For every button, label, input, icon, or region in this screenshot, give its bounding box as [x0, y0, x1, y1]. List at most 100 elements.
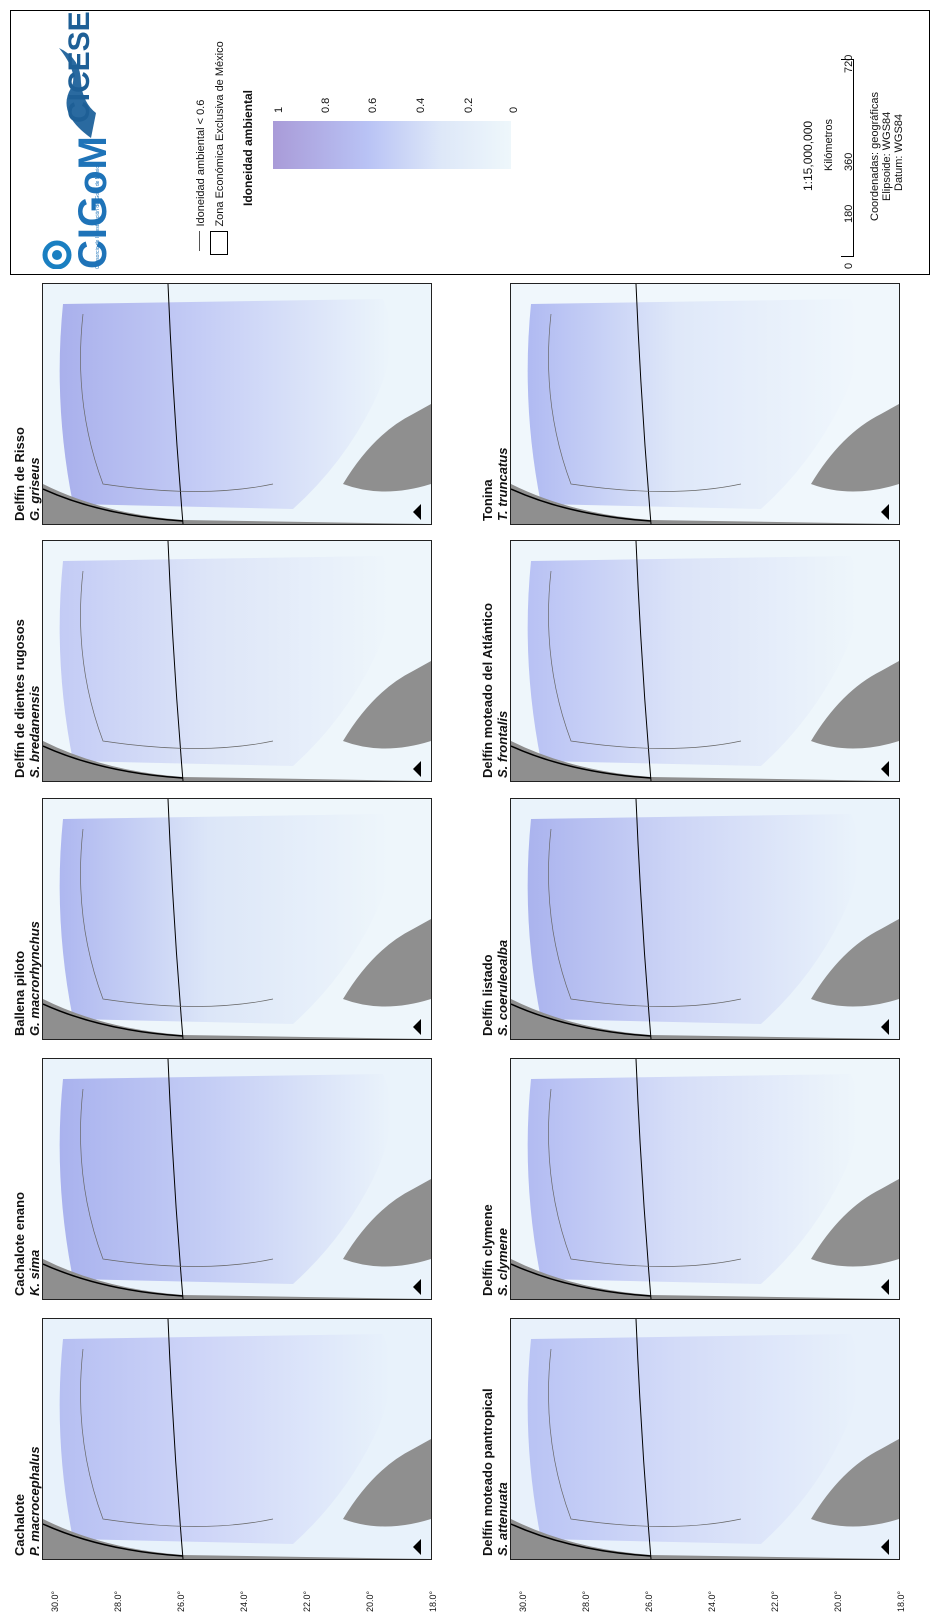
cicese-logo: [51, 43, 106, 143]
contour-line: [80, 570, 274, 749]
north-arrow: [413, 1539, 421, 1555]
land-mass: [511, 1439, 899, 1559]
scale-tick: 180: [843, 204, 855, 223]
suitability-surface: [59, 814, 392, 1024]
latitude-tick: 24.0°: [707, 1590, 717, 1612]
cigom-symbol: [42, 240, 72, 270]
latitude-tick: 18.0°: [896, 1590, 906, 1612]
suitability-surface: [527, 299, 859, 509]
common-name: Tonina: [480, 479, 495, 521]
latitude-tick: 24.0°: [239, 1590, 249, 1612]
eez-boundary: [635, 541, 652, 781]
coastline: [43, 488, 184, 522]
map-panel: [510, 283, 900, 525]
common-name: Ballena piloto: [12, 950, 27, 1036]
cigom-wordmark: CIGoM: [71, 135, 115, 269]
species-name: S. frontalis: [495, 710, 510, 778]
map-caption: Delfín de Risso G. griseus: [12, 427, 42, 521]
eez-boundary: [635, 799, 652, 1039]
eez-boundary: [167, 799, 184, 1039]
land-mass: [511, 404, 899, 524]
land-mass: [43, 404, 431, 524]
coastline: [511, 1263, 652, 1297]
common-name: Delfín moteado del Atlántico: [480, 602, 495, 778]
suitability-surface: [59, 299, 392, 509]
suitability-map: [43, 1059, 431, 1299]
latitude-tick: 22.0°: [302, 1590, 312, 1612]
species-name: T. truncatus: [495, 447, 510, 521]
whale-tail-icon: [59, 48, 96, 138]
map-panel: [42, 283, 432, 525]
suitability-map: [511, 1319, 899, 1559]
map-caption: Delfín listado S. coeruleoalba: [480, 940, 510, 1036]
map-caption: Tonina T. truncatus: [480, 448, 510, 521]
scale-tick: 0: [843, 262, 855, 269]
contour-line: [548, 828, 742, 1007]
species-name: G. griseus: [27, 457, 42, 521]
contour-line: [80, 313, 274, 492]
contour-legend: Idoneidad ambiental < 0.6: [191, 100, 209, 251]
suitability-map: [43, 284, 431, 524]
scale-ratio: 1:15,000,000: [801, 120, 815, 191]
suitability-map: [511, 799, 899, 1039]
eez-boundary: [167, 1319, 184, 1559]
eez-swatch: [210, 231, 228, 255]
north-arrow: [413, 504, 421, 520]
map-caption: Cachalote P. macrocephalus: [12, 1446, 42, 1556]
map-panel: [42, 798, 432, 1040]
scale-units: Kilómetros: [823, 119, 835, 171]
common-name: Delfín listado: [480, 954, 495, 1036]
map-caption: Cachalote enano K. sima: [12, 1192, 42, 1296]
coastline: [43, 1523, 184, 1557]
latitude-tick: 18.0°: [428, 1590, 438, 1612]
suitability-map: [43, 541, 431, 781]
suitability-surface: [527, 814, 859, 1024]
north-arrow: [881, 1019, 889, 1035]
map-panel: [42, 1318, 432, 1560]
map-panel: [510, 1058, 900, 1300]
suitability-surface: [527, 1074, 859, 1284]
suitability-map: [511, 284, 899, 524]
suitability-surface: [59, 1334, 392, 1544]
land-mass: [43, 919, 431, 1039]
suitability-map: [43, 799, 431, 1039]
map-caption: Delfín clymene S. clymene: [480, 1204, 510, 1296]
land-mass: [511, 661, 899, 781]
species-name: S. clymene: [495, 1228, 510, 1296]
gradient-tick: 0.4: [415, 97, 427, 113]
map-panel: [510, 1318, 900, 1560]
map-panel: [42, 540, 432, 782]
latitude-tick: 30.0°: [50, 1590, 60, 1612]
map-caption: Delfín de dientes rugosos S. bredanensis: [12, 619, 42, 778]
map-caption: Ballena piloto G. macrorhynchus: [12, 921, 42, 1036]
coastline: [511, 745, 652, 779]
latitude-tick: 22.0°: [770, 1590, 780, 1612]
gradient-tick: 0: [508, 106, 520, 113]
land-mass: [511, 919, 899, 1039]
contour-line: [80, 1088, 274, 1267]
species-name: P. macrocephalus: [27, 1446, 42, 1556]
contour-line: [548, 570, 742, 749]
latitude-tick: 28.0°: [113, 1590, 123, 1612]
contour-line: [548, 313, 742, 492]
scale-tick: 720: [843, 54, 855, 73]
latitude-tick: 20.0°: [833, 1590, 843, 1612]
contour-line: [80, 828, 274, 1007]
species-name: S. attenuata: [495, 1482, 510, 1556]
cicese-wordmark: CICESE: [63, 11, 96, 123]
coastline: [511, 1523, 652, 1557]
latitude-tick: 28.0°: [581, 1590, 591, 1612]
suitability-surface: [527, 556, 859, 766]
latitude-tick: 26.0°: [176, 1590, 186, 1612]
suitability-map: [43, 1319, 431, 1559]
eez-boundary: [167, 541, 184, 781]
species-name: G. macrorhynchus: [27, 921, 42, 1036]
coastline: [511, 488, 652, 522]
map-panel: [510, 540, 900, 782]
map-caption: Delfín moteado del Atlántico S. frontalis: [480, 603, 510, 778]
common-name: Delfín de Risso: [12, 427, 27, 521]
land-mass: [511, 1179, 899, 1299]
suitability-surface: [59, 556, 392, 766]
common-name: Delfín clymene: [480, 1204, 495, 1296]
scale-datum: Datum: WGS84: [893, 113, 905, 191]
